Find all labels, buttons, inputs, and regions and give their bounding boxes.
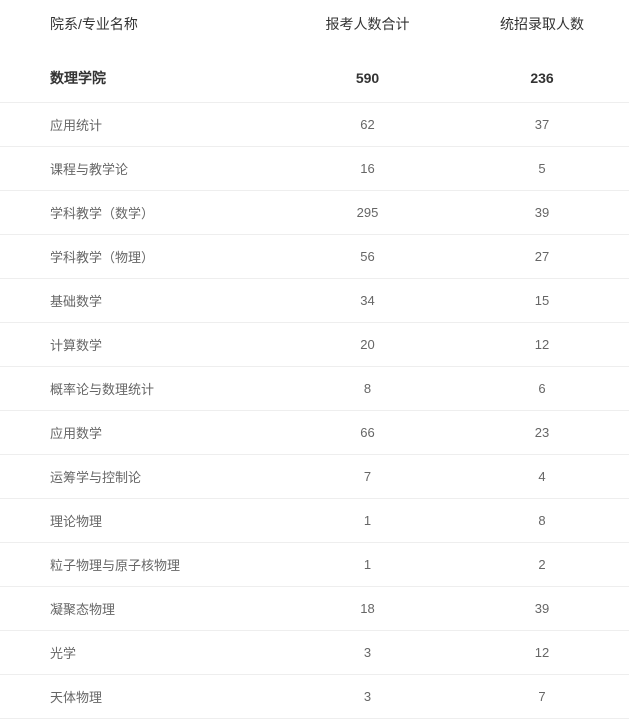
table-row: 计算数学 20 12	[0, 323, 629, 367]
cell-admitted: 12	[455, 323, 629, 367]
cell-admitted: 4	[455, 455, 629, 499]
cell-admitted: 23	[455, 411, 629, 455]
cell-applicants: 16	[280, 147, 455, 191]
cell-admitted: 39	[455, 587, 629, 631]
table-row: 应用数学 66 23	[0, 411, 629, 455]
table-row: 运筹学与控制论 7 4	[0, 455, 629, 499]
cell-admitted: 7	[455, 675, 629, 719]
cell-applicants: 7	[280, 455, 455, 499]
cell-applicants: 1	[280, 543, 455, 587]
cell-admitted: 5	[455, 147, 629, 191]
cell-name: 天体物理	[0, 675, 280, 719]
cell-name: 课程与教学论	[0, 147, 280, 191]
cell-applicants: 20	[280, 323, 455, 367]
header-admitted: 统招录取人数	[455, 0, 629, 54]
cell-name: 应用统计	[0, 103, 280, 147]
table-body: 院系/专业名称 报考人数合计 统招录取人数 数理学院 590 236 应用统计 …	[0, 0, 629, 719]
cell-name: 基础数学	[0, 279, 280, 323]
table-row: 理论物理 1 8	[0, 499, 629, 543]
subtotal-admitted: 236	[455, 54, 629, 103]
cell-admitted: 27	[455, 235, 629, 279]
table-row: 天体物理 3 7	[0, 675, 629, 719]
cell-applicants: 1	[280, 499, 455, 543]
cell-applicants: 8	[280, 367, 455, 411]
cell-admitted: 15	[455, 279, 629, 323]
cell-name: 光学	[0, 631, 280, 675]
cell-applicants: 18	[280, 587, 455, 631]
cell-admitted: 37	[455, 103, 629, 147]
cell-admitted: 8	[455, 499, 629, 543]
cell-admitted: 12	[455, 631, 629, 675]
cell-name: 概率论与数理统计	[0, 367, 280, 411]
cell-name: 凝聚态物理	[0, 587, 280, 631]
admissions-table: 院系/专业名称 报考人数合计 统招录取人数 数理学院 590 236 应用统计 …	[0, 0, 629, 719]
cell-name: 应用数学	[0, 411, 280, 455]
cell-admitted: 39	[455, 191, 629, 235]
table-row: 应用统计 62 37	[0, 103, 629, 147]
header-applicants: 报考人数合计	[280, 0, 455, 54]
subtotal-name: 数理学院	[0, 54, 280, 103]
table-row: 粒子物理与原子核物理 1 2	[0, 543, 629, 587]
cell-applicants: 3	[280, 675, 455, 719]
cell-applicants: 66	[280, 411, 455, 455]
cell-admitted: 2	[455, 543, 629, 587]
table-row: 学科教学（数学） 295 39	[0, 191, 629, 235]
cell-applicants: 3	[280, 631, 455, 675]
cell-admitted: 6	[455, 367, 629, 411]
table-row: 学科教学（物理） 56 27	[0, 235, 629, 279]
cell-name: 计算数学	[0, 323, 280, 367]
cell-name: 理论物理	[0, 499, 280, 543]
cell-applicants: 56	[280, 235, 455, 279]
cell-name: 学科教学（物理）	[0, 235, 280, 279]
table-row: 基础数学 34 15	[0, 279, 629, 323]
table-header-row: 院系/专业名称 报考人数合计 统招录取人数	[0, 0, 629, 54]
table-row: 凝聚态物理 18 39	[0, 587, 629, 631]
header-name: 院系/专业名称	[0, 0, 280, 54]
cell-name: 学科教学（数学）	[0, 191, 280, 235]
table-row: 光学 3 12	[0, 631, 629, 675]
table-row: 课程与教学论 16 5	[0, 147, 629, 191]
subtotal-row: 数理学院 590 236	[0, 54, 629, 103]
cell-applicants: 34	[280, 279, 455, 323]
cell-applicants: 295	[280, 191, 455, 235]
table-row: 概率论与数理统计 8 6	[0, 367, 629, 411]
subtotal-applicants: 590	[280, 54, 455, 103]
cell-name: 粒子物理与原子核物理	[0, 543, 280, 587]
cell-applicants: 62	[280, 103, 455, 147]
cell-name: 运筹学与控制论	[0, 455, 280, 499]
